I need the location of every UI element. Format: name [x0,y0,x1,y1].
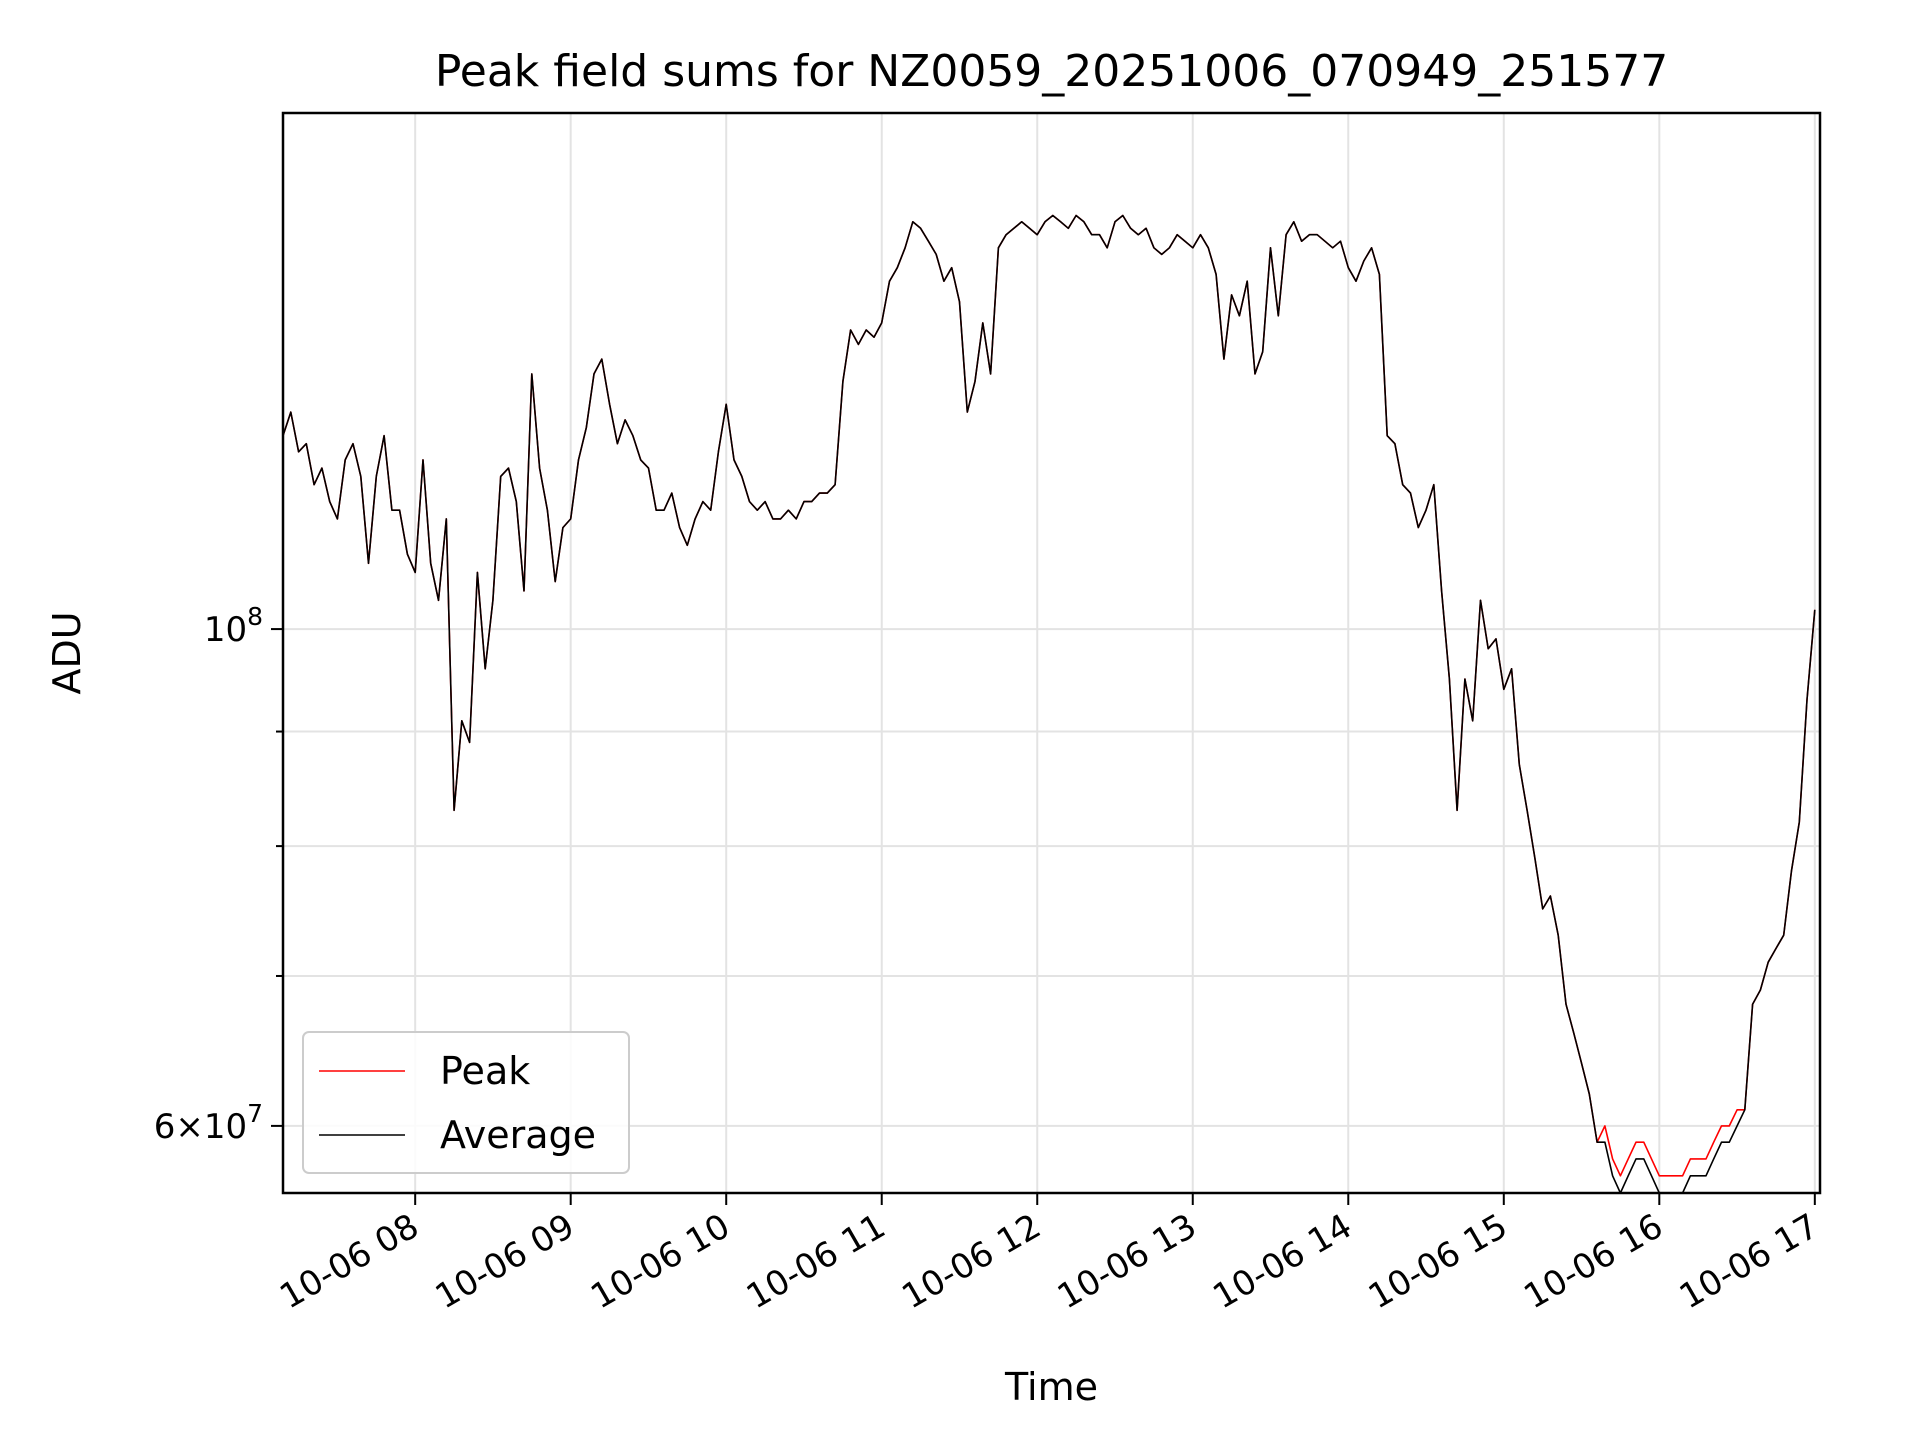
x-tick-label: 10-06 13 [1051,1206,1203,1317]
y-tick-mantissa: 10 [204,610,247,650]
x-axis: 10-06 08 10-06 09 10-06 10 10-06 11 10-06 12… [273,1193,1825,1317]
x-axis-label: Time [1004,1365,1098,1409]
x-tick-label: 10-06 17 [1673,1206,1825,1317]
y-tick-exponent: 7 [247,1099,263,1128]
y-tick-label: 6×107 [154,1099,263,1147]
legend: Peak Average [302,1031,630,1174]
x-tick-label: 10-06 10 [584,1206,736,1317]
series-line-average [282,214,1816,1194]
y-tick-label: 108 [204,602,263,650]
x-tick-label: 10-06 12 [895,1206,1047,1317]
y-axis: 6×107 108 [154,602,283,1147]
plot-frame [281,111,1822,1195]
legend-label-average: Average [440,1113,596,1157]
grid [283,113,1820,1193]
legend-label-peak: Peak [440,1049,530,1093]
y-tick-mantissa: 6×10 [154,1107,247,1147]
x-tick-label: 10-06 15 [1362,1206,1514,1317]
x-tick-label: 10-06 09 [429,1206,581,1317]
x-tick-label: 10-06 08 [273,1206,425,1317]
x-tick-label: 10-06 11 [740,1206,892,1317]
legend-box [302,1031,630,1174]
series-lines [282,214,1816,1194]
y-axis-label: ADU [45,611,89,694]
x-tick-label: 10-06 16 [1517,1206,1669,1317]
chart-title: Peak field sums for NZ0059_20251006_0709… [435,46,1668,97]
y-tick-exponent: 8 [247,602,263,631]
x-tick-label: 10-06 14 [1206,1206,1358,1317]
